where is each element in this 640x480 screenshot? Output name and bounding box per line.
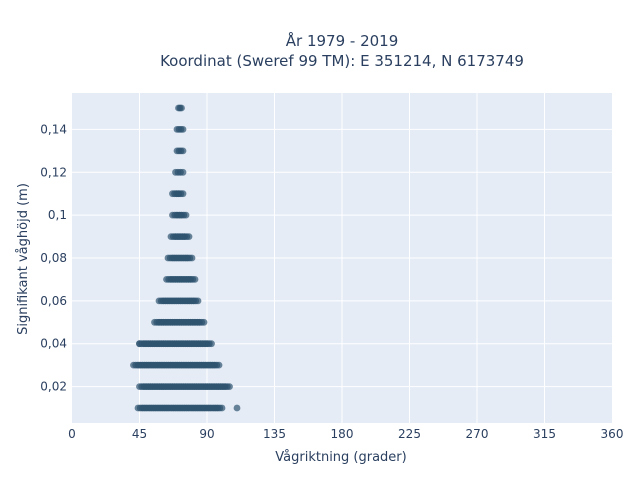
data-points (130, 104, 241, 412)
x-tick-label: 0 (68, 427, 76, 441)
y-tick-label: 0,02 (40, 380, 67, 394)
data-point (179, 190, 187, 198)
x-tick-label: 315 (533, 427, 556, 441)
x-tick-label: 90 (199, 427, 214, 441)
data-point (233, 404, 241, 412)
chart-title-line-2: Koordinat (Sweref 99 TM): E 351214, N 61… (160, 52, 524, 70)
data-point (179, 147, 187, 155)
data-point (179, 125, 187, 133)
data-point (208, 340, 215, 348)
chart-title-line-1: År 1979 - 2019 (286, 31, 399, 50)
x-tick-label: 180 (331, 427, 354, 441)
data-point (179, 168, 187, 176)
data-point (185, 233, 193, 241)
data-point (191, 276, 199, 283)
x-tick-label: 135 (263, 427, 286, 441)
y-tick-label: 0,08 (40, 251, 67, 265)
data-point (200, 318, 208, 326)
chart-title: År 1979 - 2019 Koordinat (Sweref 99 TM):… (160, 31, 524, 70)
data-point (178, 104, 185, 112)
data-point (218, 404, 226, 412)
data-point (188, 254, 196, 262)
y-tick-label: 0,14 (40, 122, 67, 136)
x-axis-title: Vågriktning (grader) (275, 450, 406, 465)
data-point (194, 297, 202, 305)
x-tick-label: 225 (398, 427, 421, 441)
data-point (226, 383, 233, 390)
x-tick-label: 270 (466, 427, 489, 441)
y-tick-label: 0,04 (40, 337, 67, 351)
data-point (182, 211, 190, 219)
data-point (215, 361, 223, 369)
y-axis-title: Signifikant våghöjd (m) (16, 183, 31, 335)
data-point (136, 340, 143, 348)
y-axis-ticks: 0,02 0,04 0,06 0,08 0,1 0,12 0,14 (40, 122, 67, 393)
y-tick-label: 0,1 (48, 208, 67, 222)
y-tick-label: 0,06 (40, 294, 67, 308)
x-tick-label: 360 (601, 427, 624, 441)
x-axis-ticks: 0 45 90 135 180 225 270 315 360 (68, 427, 623, 441)
y-tick-label: 0,12 (40, 165, 67, 179)
x-tick-label: 45 (132, 427, 147, 441)
